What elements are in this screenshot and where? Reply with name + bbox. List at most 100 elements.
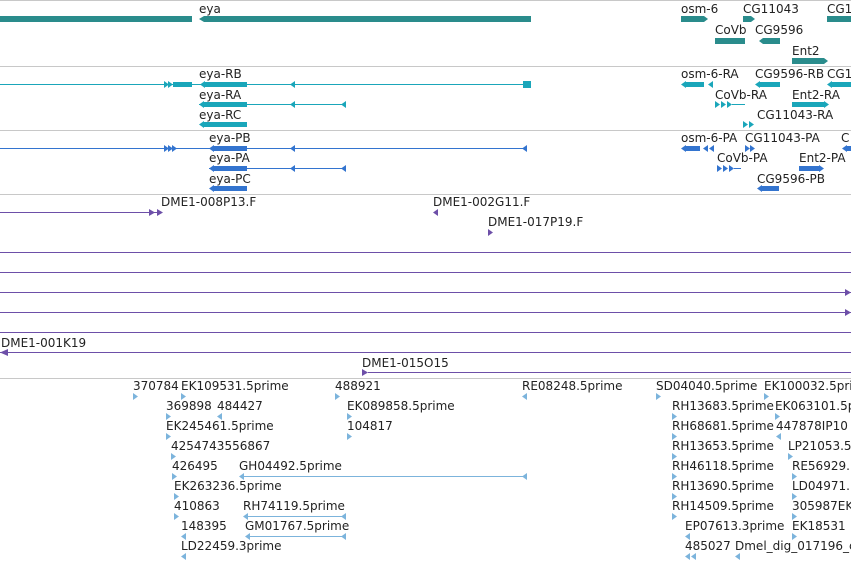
est-rh13690[interactable] [672,493,677,500]
est-rh68681-label: RH68681.5prime [672,419,774,433]
est-4254743556867[interactable] [171,453,176,460]
clone-dme1-017p19-label: DME1-017P19.F [488,215,583,229]
transcript-osm-6-ra[interactable] [681,81,713,88]
est-rh13683[interactable] [672,413,677,420]
est-485027[interactable] [685,553,696,560]
est-rh46118-label: RH46118.5prime [672,459,774,473]
clone-track: DME1-008P13.F DME1-002G11.F DME1-017P19.… [0,195,851,376]
protein-c-clipped[interactable] [842,145,851,152]
protein-cg9596-pb[interactable] [757,185,779,192]
est-rh13653[interactable] [672,453,677,460]
est-ek063101[interactable] [775,413,780,420]
transcript-cg1-clipped[interactable] [827,81,851,88]
est-488921-label: 488921 [335,379,381,393]
protein-eya-pb-label: eya-PB [209,131,251,145]
protein-cg11043-pa[interactable] [745,145,755,152]
transcript-cg11043-ra[interactable] [743,121,754,128]
protein-eya-pb[interactable] [0,145,527,152]
gene-osm-6-label: osm-6 [681,2,718,16]
est-370784[interactable] [133,393,138,400]
gene-osm-6[interactable] [681,16,708,22]
gene-cg9596[interactable] [759,38,780,44]
clone-dme1-015o15[interactable] [362,369,851,376]
clone-dme1-002g11[interactable] [433,209,438,216]
est-ep07613[interactable] [685,533,690,540]
protein-cg9596-pb-label: CG9596-PB [757,172,825,186]
est-re56929[interactable] [792,473,797,480]
transcript-covb-ra-label: CoVb-RA [715,88,768,102]
transcript-eya-ra[interactable] [199,101,346,108]
est-rh14509[interactable] [672,513,677,520]
est-ld22459[interactable] [181,553,186,560]
est-369898[interactable] [166,413,171,420]
est-rh13683-label: RH13683.5prime [672,399,774,413]
clone-dme1-001k19[interactable] [0,349,851,356]
est-dmel-dig-017196-label: Dmel_dig_017196_c [735,539,851,553]
protein-osm-6-pa[interactable] [681,145,714,152]
protein-covb-pa[interactable] [717,165,741,172]
clone-span-lines[interactable] [0,252,851,333]
est-447878ip10[interactable] [776,433,781,440]
est-410863-label: 410863 [174,499,220,513]
gene-covb[interactable] [715,38,745,44]
est-ek100032-label: EK100032.5prime [764,379,851,393]
est-track: 370784 EK109531.5prime 488921 RE08248.5p… [133,379,851,560]
est-ep07613-label: EP07613.3prime [685,519,784,533]
est-104817[interactable] [347,433,352,440]
est-ek109531-label: EK109531.5prime [181,379,289,393]
protein-eya-pc[interactable] [209,185,247,192]
gene-cg9596-label: CG9596 [755,23,803,37]
est-370784-label: 370784 [133,379,179,393]
est-lp21053[interactable] [788,453,793,460]
est-426495-label: 426495 [172,459,218,473]
clone-dme1-017p19[interactable] [488,229,493,236]
est-gh04492[interactable] [239,473,527,480]
est-rh74119[interactable] [243,513,346,520]
est-ld04971[interactable] [792,493,797,500]
clone-dme1-001k19-label: DME1-001K19 [1,336,86,350]
est-488921[interactable] [335,393,340,400]
est-426495[interactable] [172,473,177,480]
est-re56929-label: RE56929. [792,459,850,473]
est-sd04040[interactable] [656,393,661,400]
est-ek263236[interactable] [174,493,179,500]
est-ek109531[interactable] [181,393,186,400]
transcript-covb-ra[interactable] [715,101,745,108]
protein-cg11043-pa-label: CG11043-PA [745,131,821,145]
est-re08248[interactable] [522,393,527,400]
est-148395[interactable] [181,533,186,540]
est-dmel-dig-017196[interactable] [735,553,740,560]
est-410863[interactable] [174,513,179,520]
est-ek089858[interactable] [347,413,352,420]
est-rh13653-label: RH13653.5prime [672,439,774,453]
est-ek100032[interactable] [764,393,769,400]
est-ek18531[interactable] [792,533,797,540]
transcript-eya-rc[interactable] [199,121,247,128]
transcript-eya-ra-label: eya-RA [199,88,242,102]
clone-dme1-008p13[interactable] [0,209,163,216]
transcript-ent2-ra-label: Ent2-RA [792,88,841,102]
transcript-eya-rb[interactable] [0,81,531,88]
est-ek245461[interactable] [166,433,171,440]
transcript-cg1-label: CG1 [827,67,851,81]
track-dividers [0,0,851,379]
clone-dme1-015o15-label: DME1-015O15 [362,356,449,370]
gene-cg1-clipped[interactable] [827,16,851,22]
protein-eya-pa[interactable] [209,165,346,172]
est-gm01767[interactable] [245,533,346,540]
gene-covb-label: CoVb [715,23,747,37]
est-rh46118[interactable] [672,473,677,480]
transcript-cg9596-rb[interactable] [755,81,780,88]
gene-ent2[interactable] [792,58,828,64]
transcript-ent2-ra[interactable] [792,101,829,108]
est-305987ek[interactable] [792,513,797,520]
est-484427[interactable] [217,413,222,420]
gene-eya[interactable] [0,16,531,22]
est-gm01767-label: GM01767.5prime [245,519,349,533]
est-lp21053-label: LP21053.5 [788,439,851,453]
protein-ent2-pa[interactable] [799,165,824,172]
gene-cg11043[interactable] [743,16,755,22]
gene-track: eya osm-6 CG11043 CG1 CoVb CG9596 Ent2 [0,2,851,64]
est-rh68681[interactable] [672,433,677,440]
